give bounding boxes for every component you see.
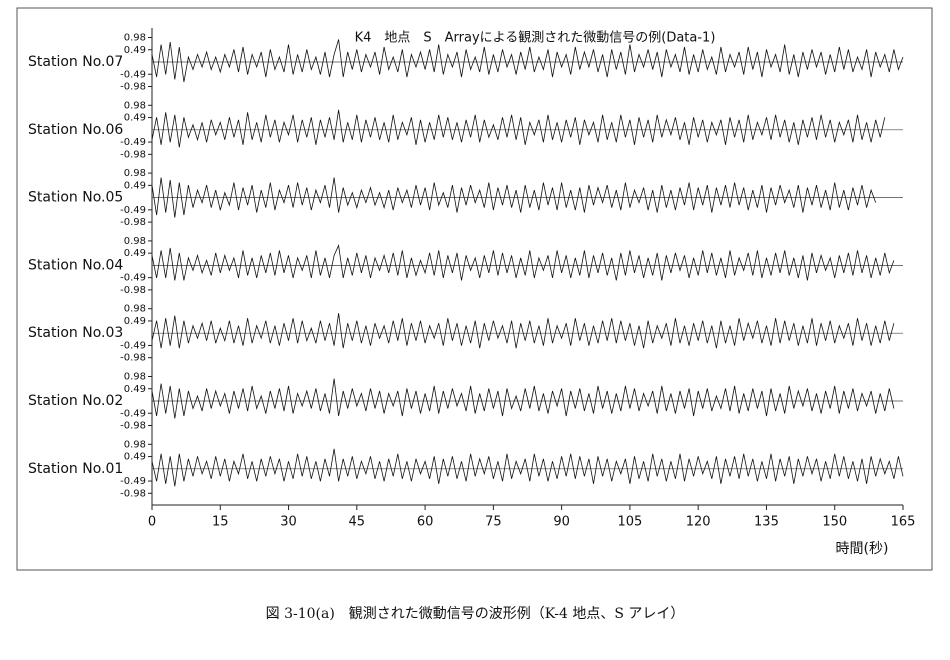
y-tick-label: -0.98: [120, 488, 146, 499]
y-tick-label: 0.49: [124, 452, 146, 463]
y-tick-label: 0.98: [124, 33, 146, 44]
station-label: Station No.04: [28, 257, 123, 273]
x-tick-label: 150: [822, 515, 847, 530]
y-tick-label: -0.49: [120, 408, 146, 419]
y-tick-label: -0.98: [120, 285, 146, 296]
y-tick-label: -0.49: [120, 205, 146, 216]
y-tick-label: 0.49: [124, 180, 146, 191]
waveform: [151, 109, 886, 148]
x-tick-label: 30: [280, 515, 297, 530]
y-tick-label: -0.98: [120, 217, 146, 228]
y-tick-label: 0.98: [124, 100, 146, 111]
y-tick-label: 0.98: [124, 236, 146, 247]
x-tick-label: 15: [212, 515, 229, 530]
waveform: [151, 448, 904, 487]
y-tick-label: 0.98: [124, 304, 146, 315]
y-tick-label: -0.98: [120, 82, 146, 93]
waveform: [151, 39, 904, 83]
y-tick-label: 0.98: [124, 168, 146, 179]
y-tick-label: -0.98: [120, 149, 146, 160]
x-axis-label: 時間(秒): [836, 541, 889, 557]
x-tick-label: 0: [148, 515, 156, 530]
x-tick-label: 120: [686, 515, 711, 530]
y-tick-label: -0.98: [120, 353, 146, 364]
x-tick-label: 165: [891, 515, 916, 530]
station-label: Station No.03: [28, 325, 123, 341]
y-tick-label: -0.49: [120, 273, 146, 284]
chart-title: K4 地点 S Arrayによる観測された微動信号の例(Data-1): [355, 31, 716, 46]
y-tick-label: 0.49: [124, 113, 146, 124]
waveform: [151, 243, 895, 281]
x-tick-label: 105: [617, 515, 642, 530]
x-tick-label: 75: [485, 515, 502, 530]
y-tick-label: 0.49: [124, 248, 146, 259]
x-tick-label: 90: [553, 515, 570, 530]
y-tick-label: 0.98: [124, 439, 146, 450]
x-tick-label: 135: [754, 515, 779, 530]
waveform: [151, 177, 877, 218]
y-tick-label: -0.49: [120, 476, 146, 487]
frame: [16, 7, 933, 571]
y-tick-label: 0.98: [124, 372, 146, 383]
y-tick-label: 0.49: [124, 384, 146, 395]
x-tick-label: 45: [349, 515, 366, 530]
y-tick-label: -0.49: [120, 137, 146, 148]
figure-caption: 図 3-10(a) 観測された微動信号の波形例（K-4 地点、S アレイ）: [266, 605, 685, 622]
waveform: [151, 378, 895, 419]
station-label: Station No.06: [28, 122, 123, 138]
y-tick-label: 0.49: [124, 45, 146, 56]
y-tick-label: -0.98: [120, 421, 146, 432]
station-label: Station No.01: [28, 461, 123, 477]
station-label: Station No.05: [28, 190, 123, 206]
y-tick-label: -0.49: [120, 340, 146, 351]
y-tick-label: -0.49: [120, 69, 146, 80]
station-label: Station No.07: [28, 54, 123, 70]
y-tick-label: 0.49: [124, 316, 146, 327]
station-label: Station No.02: [28, 393, 123, 409]
x-tick-label: 60: [417, 515, 434, 530]
waveform: [151, 313, 895, 349]
